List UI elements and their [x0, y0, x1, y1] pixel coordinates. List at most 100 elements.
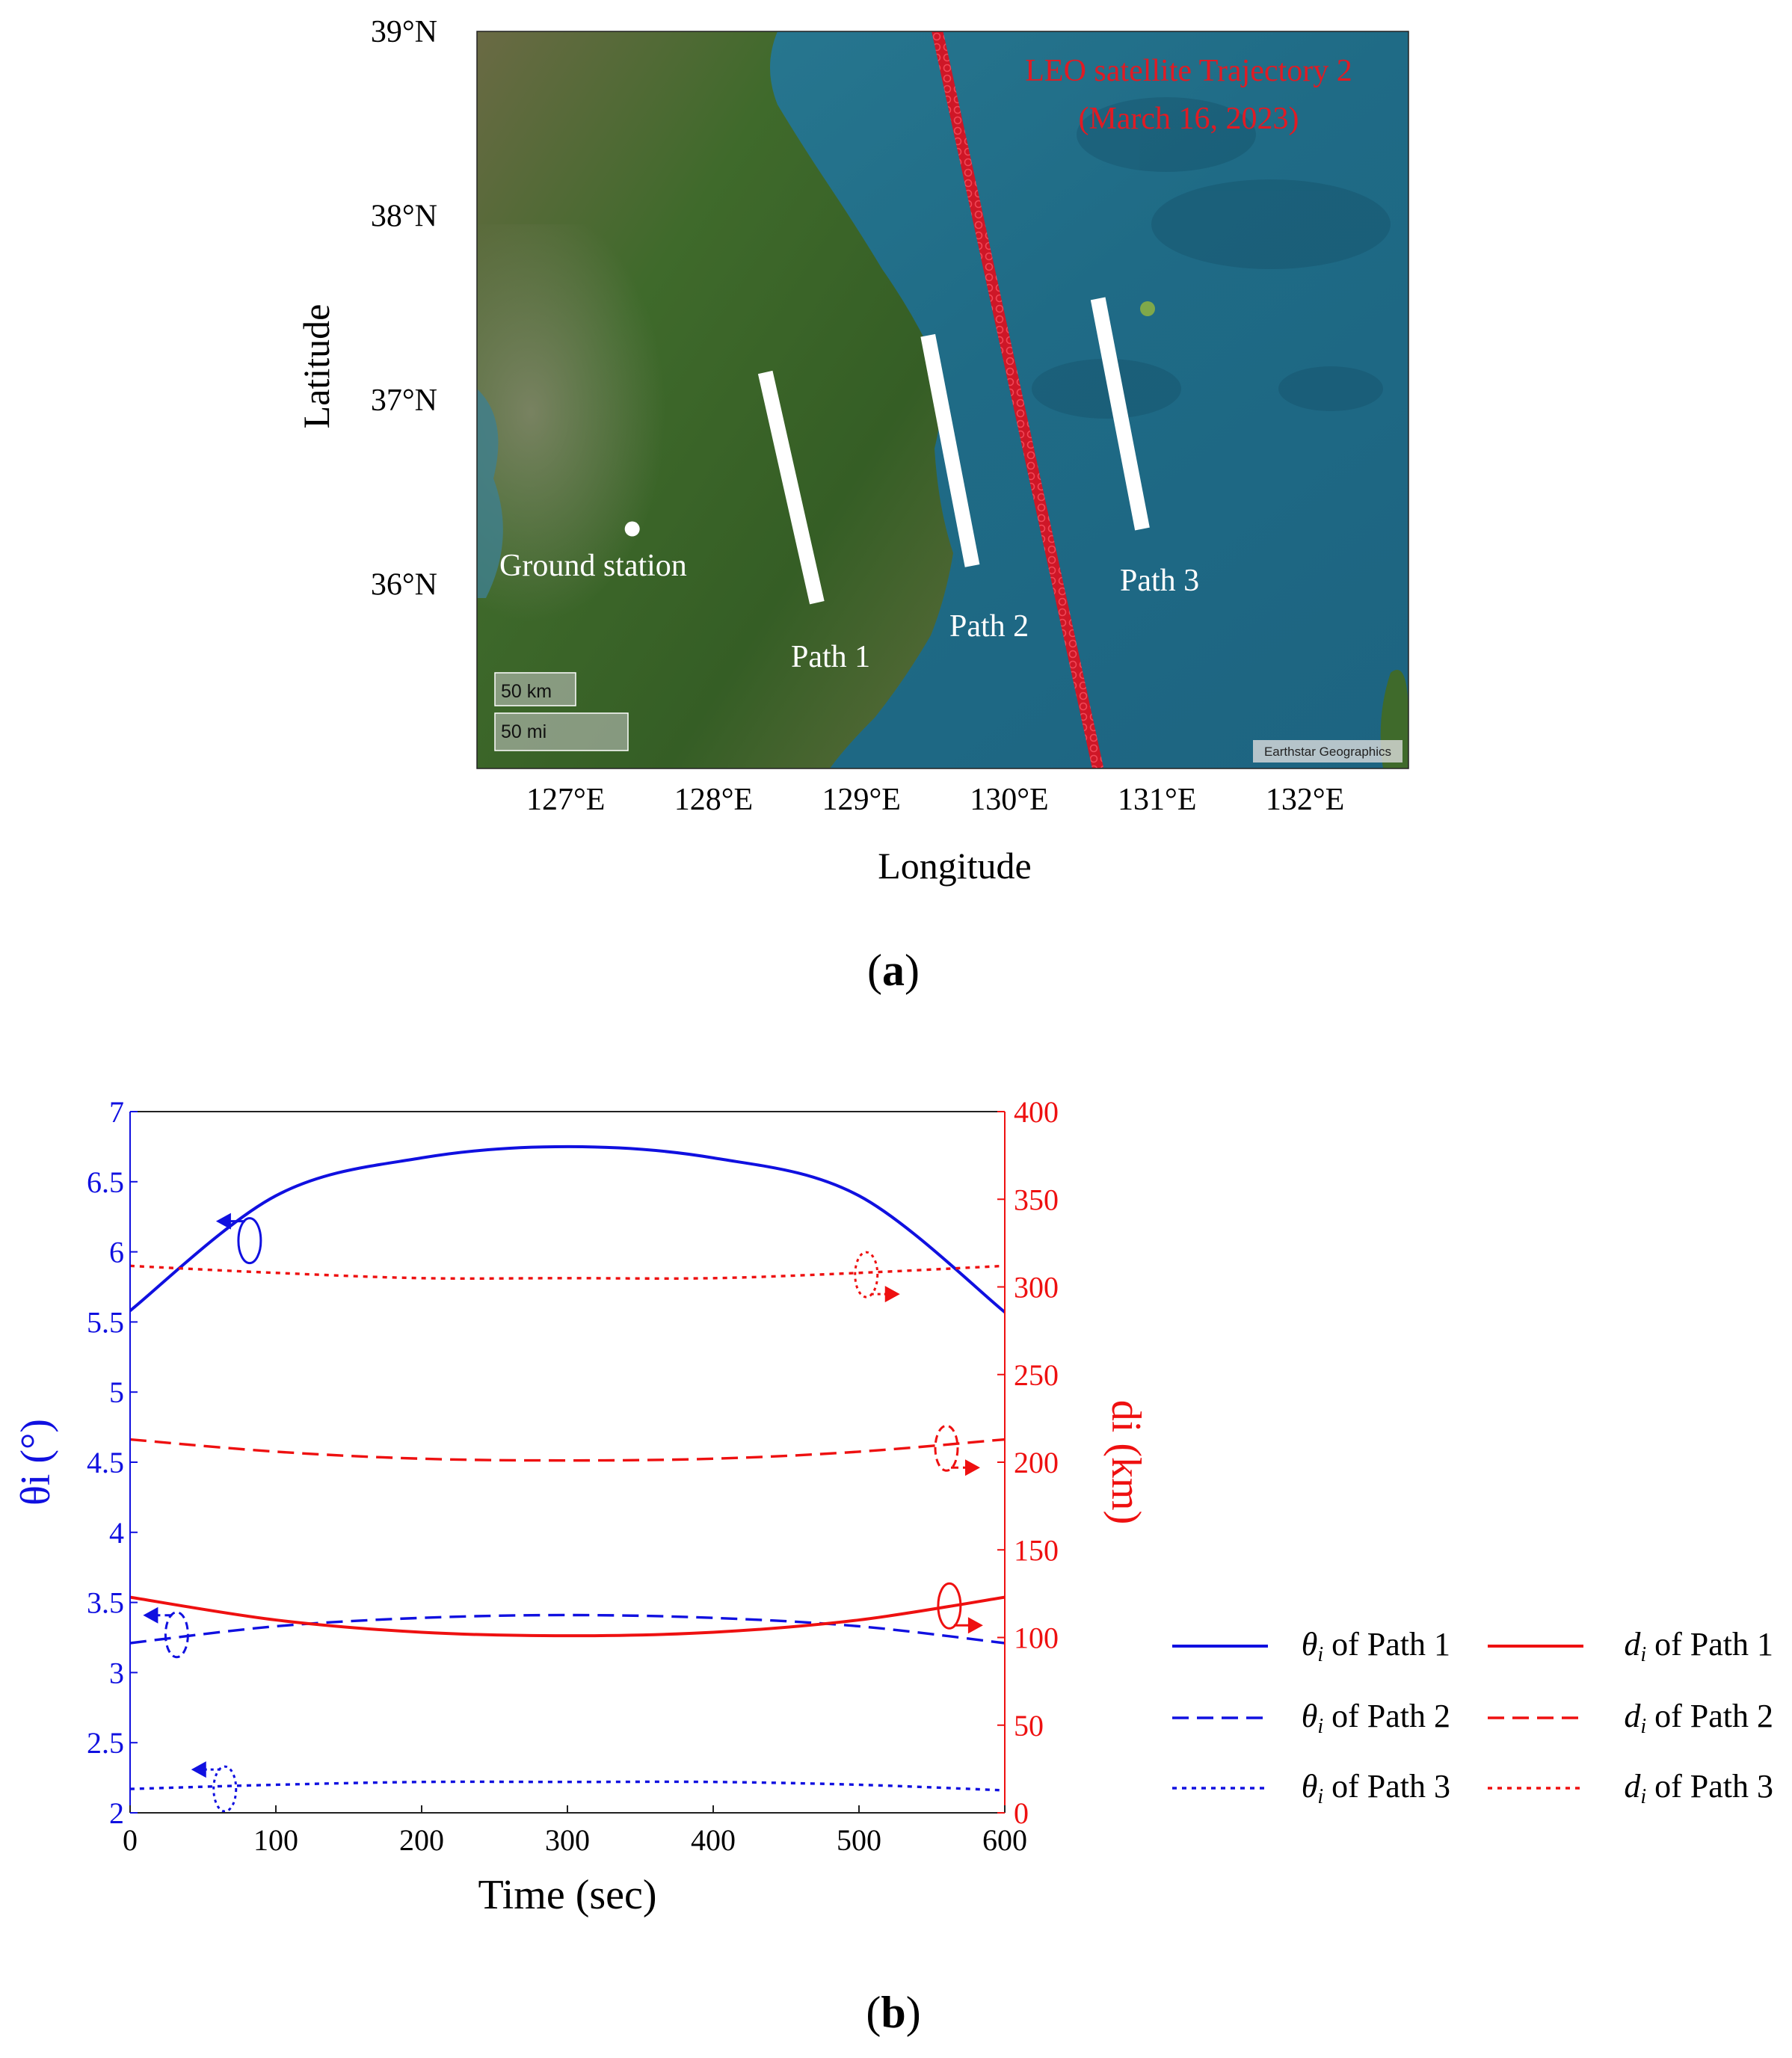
scale-km-box: [494, 672, 576, 706]
series-0-line: [130, 1144, 1005, 1313]
legend-label-3: di of Path 1: [1624, 1626, 1773, 1666]
map-ylabel: Latitude: [295, 304, 337, 429]
satellite-trajectory-overlay: [932, 31, 1103, 768]
axis-indicator-5: [937, 1582, 983, 1634]
chart-ylabel-left: θi (°): [13, 1419, 59, 1506]
axis-indicator-0: [215, 1213, 262, 1265]
map-x-tick-2: 129°E: [822, 783, 900, 817]
svg-text:θi (°): θi (°): [13, 1419, 59, 1506]
axis-indicator-3: [854, 1251, 900, 1303]
x-tick-label-1: 100: [253, 1823, 298, 1857]
right-tick-label-8: 400: [1014, 1095, 1059, 1129]
path-3-segment: [1090, 297, 1150, 531]
path-1-label: Path 1: [791, 640, 870, 674]
axis-indicator-arrow-head: [215, 1213, 231, 1230]
right-tick-label-0: 0: [1014, 1796, 1029, 1830]
map-x-tick-1: 128°E: [674, 783, 753, 817]
scale-mi-label: 50 mi: [501, 721, 546, 742]
map-y-tick-3: 36°N: [371, 568, 437, 603]
island-dot: [1140, 301, 1155, 316]
axis-indicator-arrow-head: [967, 1617, 983, 1634]
series-1-line: [130, 1613, 1005, 1645]
x-tick-label-3: 300: [545, 1823, 590, 1857]
chart-ticks: 0 100 200 300 400 500 60022.533.544.555.566.57…: [87, 1095, 1059, 1857]
right-tick-label-6: 300: [1014, 1271, 1059, 1304]
axis-indicator-ellipse: [934, 1424, 959, 1472]
path-2-segment: [920, 333, 980, 567]
legend-label-2: θi of Path 3: [1302, 1768, 1450, 1808]
attribution-label: Earthstar Geographics: [1264, 745, 1391, 759]
satellite-trajectory: [932, 31, 1103, 768]
axis-indicator-1: [143, 1606, 189, 1659]
right-tick-label-3: 150: [1014, 1533, 1059, 1567]
legend-label-0: θi of Path 1: [1302, 1626, 1450, 1666]
axis-indicator-arrow-head: [965, 1459, 980, 1476]
map-y-tick-0: 39°N: [371, 15, 437, 49]
map-x-tick-5: 132°E: [1266, 783, 1344, 817]
legend-label-5: di of Path 3: [1624, 1768, 1773, 1808]
left-tick-label-10: 7: [109, 1095, 124, 1129]
panel-b-label: (b): [866, 1988, 920, 2037]
left-tick-label-4: 4: [109, 1516, 124, 1550]
left-tick-label-1: 2.5: [87, 1726, 124, 1760]
axis-indicator-ellipse: [212, 1765, 238, 1813]
left-tick-label-0: 2: [109, 1796, 124, 1830]
west-coast-water: [477, 389, 503, 598]
plot-series: [130, 1144, 1005, 1792]
ground-station-marker: [624, 521, 640, 537]
left-tick-label-2: 3: [109, 1656, 124, 1689]
axis-indicator-ellipse: [854, 1251, 879, 1298]
path-1-segment: [757, 370, 825, 605]
left-tick-label-8: 6: [109, 1236, 124, 1269]
left-tick-label-7: 5.5: [87, 1305, 124, 1339]
x-tick-label-2: 200: [399, 1823, 444, 1857]
x-tick-label-5: 500: [837, 1823, 881, 1857]
map-frame: [476, 31, 1409, 769]
map-x-tick-4: 131°E: [1118, 783, 1196, 817]
attribution-box: [1253, 740, 1402, 762]
scale-mi-box: [494, 712, 629, 751]
left-tick-label-5: 4.5: [87, 1446, 124, 1479]
left-tick-label-9: 6.5: [87, 1165, 124, 1199]
map-imagery: [477, 31, 1408, 768]
plot-area: [130, 1112, 1005, 1813]
scale-km-label: 50 km: [501, 681, 552, 702]
left-tick-label-6: 5: [109, 1375, 124, 1409]
x-tick-label-4: 400: [691, 1823, 736, 1857]
axis-indicator-ellipse: [164, 1611, 189, 1659]
trajectory-label-line2: (March 16, 2023): [1078, 102, 1299, 136]
map-xlabel: Longitude: [878, 845, 1032, 887]
chart-xlabel: Time (sec): [478, 1872, 656, 1918]
right-tick-label-4: 200: [1014, 1446, 1059, 1479]
sea-relief: [1032, 97, 1391, 419]
axis-indicator-arrow-head: [143, 1606, 158, 1624]
right-tick-label-2: 100: [1014, 1621, 1059, 1655]
path-2-label: Path 2: [949, 609, 1029, 644]
right-tick-label-1: 50: [1014, 1709, 1044, 1743]
series-5-line: [130, 1264, 1005, 1280]
left-tick-label-3: 3.5: [87, 1586, 124, 1620]
map-x-tick-3: 130°E: [970, 783, 1048, 817]
right-tick-label-7: 350: [1014, 1183, 1059, 1216]
axis-indicator-ellipse: [237, 1217, 262, 1265]
right-tick-label-5: 250: [1014, 1358, 1059, 1392]
map-y-tick-1: 38°N: [371, 200, 437, 234]
path-3-label: Path 3: [1120, 564, 1199, 598]
panel-a-map: LEO satellite Trajectory 2 (March 16, 20…: [295, 15, 1409, 995]
axis-indicator-2: [191, 1761, 238, 1813]
x-tick-label-0: 0: [123, 1823, 138, 1857]
map-tick-labels: 127°E 128°E 129°E 130°E 131°E 132°E 39°N 38°N 37…: [371, 15, 1344, 817]
legend-label-4: di of Path 2: [1624, 1698, 1773, 1738]
axis-indicator-arrow-head: [191, 1761, 206, 1778]
axis-indicator-ellipse: [937, 1582, 962, 1630]
series-3-line: [130, 1595, 1005, 1638]
axis-indicator-annotations: [143, 1213, 983, 1813]
svg-text:di (km): di (km): [1103, 1400, 1149, 1524]
map-y-tick-2: 37°N: [371, 383, 437, 418]
axis-indicator-4: [934, 1424, 980, 1476]
ground-station-label: Ground station: [499, 549, 687, 583]
series-4-line: [130, 1438, 1005, 1462]
x-tick-label-6: 600: [982, 1823, 1027, 1857]
